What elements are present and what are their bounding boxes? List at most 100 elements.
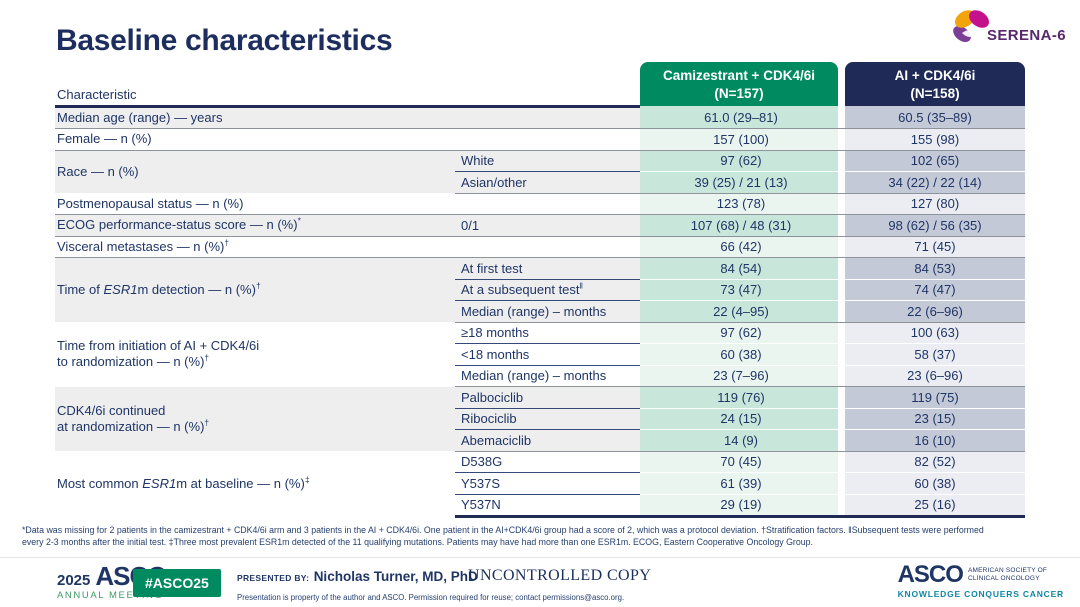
row-label: Most common ESR1m at baseline — n (%)‡ — [55, 451, 455, 517]
row-sublabel: <18 months — [455, 343, 640, 366]
cami-value: 73 (47) — [640, 279, 838, 302]
ai-value: 98 (62) / 56 (35) — [845, 214, 1025, 237]
cami-value: 157 (100) — [640, 128, 838, 151]
cami-value: 22 (4–95) — [640, 300, 838, 323]
baseline-characteristics-table: Characteristic Camizestrant + CDK4/6i (N… — [55, 62, 1025, 519]
cami-value: 39 (25) / 21 (13) — [640, 171, 838, 194]
ai-value: 71 (45) — [845, 236, 1025, 259]
row-label: CDK4/6i continued at randomization — n (%… — [55, 386, 455, 452]
table-row: Median (range) – months 22 (4–95) 22 (6–… — [55, 300, 1025, 323]
cami-value: 23 (7–96) — [640, 365, 838, 388]
table-row: Median (range) – months 23 (7–96) 23 (6–… — [55, 365, 1025, 388]
presented-by-label: PRESENTED BY: — [237, 573, 310, 583]
row-sublabel: ≥18 months — [455, 322, 640, 345]
cami-value: 97 (62) — [640, 322, 838, 345]
ai-value: 60.5 (35–89) — [845, 106, 1025, 130]
asco-tagline: KNOWLEDGE CONQUERS CANCER — [897, 588, 1064, 599]
row-sublabel: Median (range) – months — [455, 365, 640, 388]
cami-value: 61.0 (29–81) — [640, 106, 838, 130]
hashtag-badge: #ASCO25 — [133, 569, 221, 597]
serena6-flower-icon — [953, 10, 989, 43]
footnote-line2: every 2-3 months after the initial test.… — [22, 537, 813, 548]
footer-divider — [0, 557, 1080, 558]
ai-value: 34 (22) / 22 (14) — [845, 171, 1025, 194]
page-title: Baseline characteristics — [56, 24, 393, 57]
table-row: Time of ESR1m detection — n (%)† At firs… — [55, 257, 1025, 323]
asco-society-logo: ASCO AMERICAN SOCIETY OF CLINICAL ONCOLO… — [897, 561, 1064, 599]
row-sublabel: At a subsequent test‖ — [455, 279, 640, 302]
cami-value: 14 (9) — [640, 429, 838, 452]
row-sublabel: 0/1 — [455, 214, 640, 237]
row-sublabel: At first test — [455, 257, 640, 280]
cami-value: 61 (39) — [640, 472, 838, 495]
table-row: Ribociclib 24 (15) 23 (15) — [55, 408, 1025, 431]
row-sublabel: Y537S — [455, 472, 640, 495]
cami-value: 107 (68) / 48 (31) — [640, 214, 838, 237]
cami-value: 66 (42) — [640, 236, 838, 259]
ai-value: 25 (16) — [845, 494, 1025, 519]
ai-value: 23 (6–96) — [845, 365, 1025, 388]
ai-value: 102 (65) — [845, 150, 1025, 173]
row-label: Time of ESR1m detection — n (%)† — [55, 257, 455, 323]
row-sublabel: Asian/other — [455, 171, 640, 194]
ai-column-header-cell: AI + CDK4/6i (N=158) — [845, 62, 1025, 107]
row-label: Time from initiation of AI + CDK4/6i to r… — [55, 322, 455, 387]
ai-value: 82 (52) — [845, 451, 1025, 474]
row-label: Female — n (%) — [55, 128, 640, 151]
presenter-name: Nicholas Turner, MD, PhD — [313, 569, 478, 584]
ai-value: 127 (80) — [845, 193, 1025, 216]
uncontrolled-copy-watermark: UNCONTROLLED COPY — [468, 567, 652, 584]
presented-by-block: PRESENTED BY: Nicholas Turner, MD, PhD P… — [237, 568, 624, 602]
table-row: Abemaciclib 14 (9) 16 (10) — [55, 429, 1025, 452]
row-sublabel: D538G — [455, 451, 640, 474]
ai-value: 84 (53) — [845, 257, 1025, 280]
characteristic-column-header: Characteristic — [55, 62, 640, 108]
table-row: Visceral metastases — n (%)† 66 (42) 71 … — [55, 236, 1025, 259]
ai-value: 22 (6–96) — [845, 300, 1025, 323]
ai-value: 74 (47) — [845, 279, 1025, 302]
permission-text: Presentation is property of the author a… — [237, 593, 625, 602]
cami-value: 24 (15) — [640, 408, 838, 431]
cami-value: 29 (19) — [640, 494, 838, 519]
table-row: At a subsequent test‖ 73 (47) 74 (47) — [55, 279, 1025, 302]
footnote-line1: *Data was missing for 2 patients in the … — [22, 525, 984, 535]
cami-value: 70 (45) — [640, 451, 838, 474]
ai-column-header: AI + CDK4/6i (N=158) — [845, 62, 1025, 107]
ai-value: 155 (98) — [845, 128, 1025, 151]
ai-value: 23 (15) — [845, 408, 1025, 431]
row-sublabel: White — [455, 150, 640, 173]
ai-value: 60 (38) — [845, 472, 1025, 495]
row-label: Median age (range) — years — [55, 106, 640, 130]
row-label: ECOG performance-status score — n (%)* — [55, 214, 455, 237]
camizestrant-column-header: Camizestrant + CDK4/6i (N=157) — [640, 62, 838, 107]
ai-value: 100 (63) — [845, 322, 1025, 345]
ai-value: 119 (75) — [845, 386, 1025, 409]
table-row: Race — n (%) White 97 (62) 102 (65) — [55, 150, 1025, 194]
row-sublabel: Abemaciclib — [455, 429, 640, 452]
ai-value: 58 (37) — [845, 343, 1025, 366]
serena6-logo: SERENA-6 — [948, 6, 1066, 50]
serena6-logo-text: SERENA-6 — [986, 27, 1066, 44]
row-sublabel: Palbociclib — [455, 386, 640, 409]
table-row: <18 months 60 (38) 58 (37) — [55, 343, 1025, 366]
table-row: Most common ESR1m at baseline — n (%)‡ D… — [55, 451, 1025, 517]
row-label: Race — n (%) — [55, 150, 455, 194]
cami-value: 60 (38) — [640, 343, 838, 366]
table-row: Female — n (%) 157 (100) 155 (98) — [55, 128, 1025, 151]
row-sublabel: Ribociclib — [455, 408, 640, 431]
table-row: Postmenopausal status — n (%) 123 (78) 1… — [55, 193, 1025, 216]
header-gap — [838, 62, 845, 106]
row-sublabel: Median (range) – months — [455, 300, 640, 323]
table-row: Y537N 29 (19) 25 (16) — [55, 494, 1025, 519]
row-sublabel: Y537N — [455, 494, 640, 519]
row-label: Visceral metastases — n (%)† — [55, 236, 640, 259]
cami-value: 119 (76) — [640, 386, 838, 409]
ai-value: 16 (10) — [845, 429, 1025, 452]
table-row: CDK4/6i continued at randomization — n (%… — [55, 386, 1025, 452]
table-row: Time from initiation of AI + CDK4/6i to r… — [55, 322, 1025, 387]
cami-value: 97 (62) — [640, 150, 838, 173]
cami-value: 84 (54) — [640, 257, 838, 280]
cami-value: 123 (78) — [640, 193, 838, 216]
row-label: Postmenopausal status — n (%) — [55, 193, 640, 216]
